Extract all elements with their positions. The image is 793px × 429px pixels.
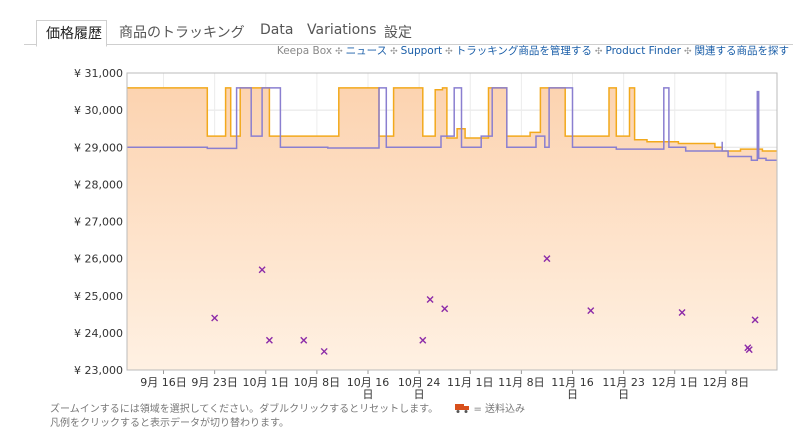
tab-product-tracking[interactable]: 商品のトラッキング bbox=[119, 25, 245, 41]
x-tick-label: 10月 8日 bbox=[294, 376, 341, 389]
x-tick-label: 日 bbox=[567, 388, 578, 401]
plot-frame bbox=[126, 72, 778, 371]
x-tick-label: 9月 23日 bbox=[191, 376, 238, 389]
shipping-legend-label: = 送料込み bbox=[473, 404, 526, 415]
used-price-marker bbox=[678, 308, 686, 316]
link-separator-icon: ✣ bbox=[594, 47, 603, 57]
used-price-marker bbox=[300, 336, 308, 344]
x-tick-label: 10月 16 bbox=[347, 376, 390, 389]
used-price-marker bbox=[265, 336, 273, 344]
y-tick-label: ¥ 27,000 bbox=[74, 216, 123, 229]
used-price-marker bbox=[258, 266, 266, 274]
used-price-marker bbox=[211, 314, 219, 322]
x-tick-label: 12月 1日 bbox=[652, 376, 699, 389]
y-tick-label: ¥ 24,000 bbox=[74, 327, 123, 340]
used-price-marker bbox=[751, 316, 759, 324]
y-tick-label: ¥ 31,000 bbox=[74, 67, 123, 80]
link-related-products[interactable]: 関連する商品を探す bbox=[694, 45, 790, 57]
y-tick-label: ¥ 30,000 bbox=[74, 104, 123, 117]
tab-bar: 価格履歴 商品のトラッキング Data Variations 設定 bbox=[24, 20, 793, 47]
used-price-marker bbox=[320, 347, 328, 355]
used-price-markers bbox=[211, 255, 759, 355]
zoom-hint: ズームインするには領域を選択してください。ダブルクリックするとリセットします。 bbox=[50, 404, 439, 415]
link-product-finder[interactable]: Product Finder bbox=[605, 45, 681, 57]
y-axis: ¥ 23,000 ¥ 24,000 ¥ 25,000 ¥ 26,000 ¥ 27,000… bbox=[74, 67, 123, 377]
footer-line-1: ズームインするには領域を選択してください。ダブルクリックするとリセットします。 … bbox=[50, 400, 525, 416]
link-manage-tracking[interactable]: トラッキング商品を管理する bbox=[455, 45, 592, 57]
tab-data[interactable]: Data bbox=[260, 22, 294, 38]
used-price-marker bbox=[587, 307, 595, 315]
x-tick-label: 10月 24 bbox=[398, 376, 441, 389]
link-separator-icon: ✣ bbox=[445, 47, 453, 57]
y-tick-label: ¥ 28,000 bbox=[74, 178, 123, 191]
link-support[interactable]: Support bbox=[400, 45, 443, 57]
link-bar: Keepa Box ✣ ニュース ✣ Support ✣ トラッキング商品を管理する ✣ Pro… bbox=[277, 43, 789, 58]
footer-line-2: 凡例をクリックすると表示データが切り替わります。 bbox=[50, 418, 289, 429]
x-tick-label: 11月 23 bbox=[602, 376, 645, 389]
series-lines bbox=[127, 87, 777, 161]
y-tick-label: ¥ 25,000 bbox=[74, 290, 123, 303]
used-price-marker bbox=[745, 346, 753, 354]
new-price-line bbox=[127, 87, 777, 161]
y-tick-label: ¥ 23,000 bbox=[74, 364, 123, 377]
x-tick-label: 日 bbox=[618, 388, 629, 401]
x-tick-label: 9月 16日 bbox=[140, 376, 187, 389]
tab-settings[interactable]: 設定 bbox=[384, 25, 412, 41]
link-separator-icon: ✣ bbox=[335, 47, 343, 57]
used-price-marker bbox=[426, 295, 434, 303]
x-tick-label: 11月 1日 bbox=[447, 376, 494, 389]
link-separator-icon: ✣ bbox=[390, 47, 398, 57]
used-price-marker bbox=[441, 305, 449, 313]
used-price-marker bbox=[543, 255, 551, 263]
x-tick-label: 11月 8日 bbox=[498, 376, 545, 389]
link-keepa-box[interactable]: Keepa Box bbox=[276, 45, 333, 57]
x-tick-label: 日 bbox=[414, 388, 425, 401]
tab-price-history[interactable]: 価格履歴 bbox=[36, 20, 107, 47]
link-news[interactable]: ニュース bbox=[345, 45, 388, 57]
x-tick-label: 日 bbox=[363, 388, 374, 401]
x-tick-label: 10月 1日 bbox=[243, 376, 290, 389]
x-tick-label: 12月 8日 bbox=[703, 376, 750, 389]
price-history-chart[interactable]: ¥ 23,000 ¥ 24,000 ¥ 25,000 ¥ 26,000 ¥ 27,000… bbox=[0, 60, 793, 405]
shipping-truck-icon bbox=[455, 403, 470, 416]
tab-variations[interactable]: Variations bbox=[307, 22, 377, 38]
amazon-price-line bbox=[127, 87, 777, 152]
series-area-fills bbox=[127, 87, 777, 371]
y-tick-label: ¥ 29,000 bbox=[74, 141, 123, 154]
x-tick-label: 11月 16 bbox=[551, 376, 594, 389]
link-separator-icon: ✣ bbox=[683, 47, 692, 57]
y-tick-label: ¥ 26,000 bbox=[74, 253, 123, 266]
amazon-price-area bbox=[127, 87, 777, 371]
used-price-marker bbox=[419, 336, 427, 344]
